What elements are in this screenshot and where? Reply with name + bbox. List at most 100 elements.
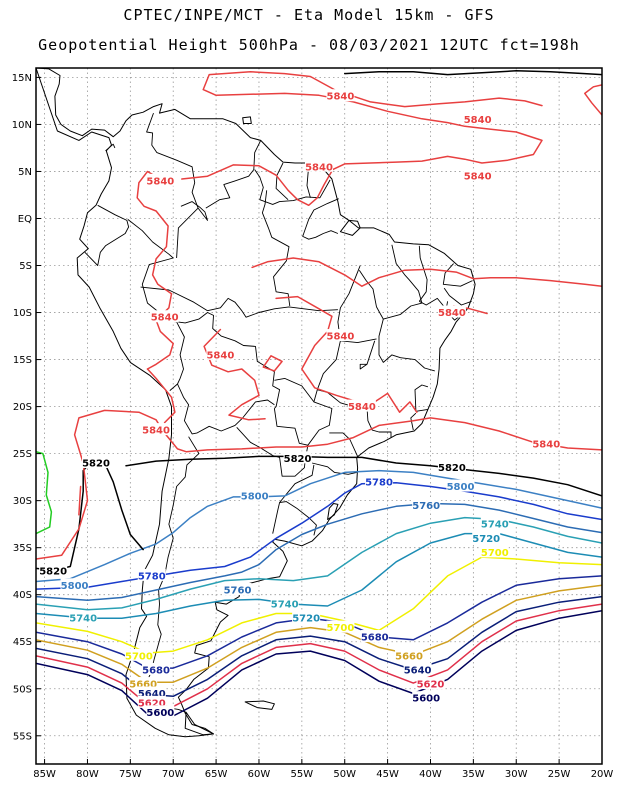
country-border — [414, 384, 429, 412]
contour-label: 5840 — [438, 308, 466, 319]
contour-label: 5680 — [142, 665, 170, 676]
contour-label: 5820 — [284, 454, 312, 465]
contour-label-bg — [365, 474, 394, 487]
contour-label-bg — [463, 169, 492, 182]
contour-label-bg — [395, 648, 424, 661]
contour-label: 5780 — [365, 477, 393, 488]
contour-line — [262, 355, 283, 372]
lat-tick-label: 10S — [13, 308, 32, 319]
map-frame — [35, 67, 603, 765]
contour-label-bg — [283, 451, 312, 464]
lat-tick-label: 5S — [19, 261, 32, 272]
contour-label: 5740 — [69, 614, 97, 625]
lon-tick-label: 65W — [205, 769, 228, 780]
lon-tick-label: 40W — [419, 769, 442, 780]
contour-line — [125, 455, 602, 497]
contour-line — [251, 257, 602, 287]
contour-label-bg — [403, 662, 432, 675]
contour-label-bg — [124, 648, 153, 661]
contour-label-bg — [326, 329, 355, 342]
contour-line — [343, 70, 602, 76]
contour-label-bg — [206, 347, 235, 360]
contour-label-bg — [326, 89, 355, 102]
contour-label: 5800 — [61, 581, 89, 592]
lon-tick-label: 70W — [162, 769, 185, 780]
country-border — [443, 287, 472, 306]
country-border — [311, 462, 357, 475]
contour-label: 5660 — [129, 680, 157, 691]
contour-label-bg — [69, 611, 98, 624]
lon-tick-label: 55W — [291, 769, 314, 780]
lat-tick-label: EQ — [18, 214, 32, 225]
contour-label-bg — [416, 677, 445, 690]
lon-tick-label: 30W — [505, 769, 528, 780]
contour-label-bg — [60, 578, 89, 591]
contour-label: 5740 — [271, 600, 299, 611]
contour-label: 5840 — [206, 350, 234, 361]
contour-label-bg — [446, 479, 475, 492]
coastline — [184, 711, 214, 736]
lat-tick-label: 50S — [13, 684, 32, 695]
country-border — [317, 389, 392, 438]
axis-ticks: 15N 10N 5N EQ 5S 10S 15S 20S 25S 30S 35S 40S 45S 50S 5… — [12, 73, 614, 780]
country-border — [140, 286, 208, 312]
contour-label-bg — [240, 488, 269, 501]
contour-label-bg — [137, 686, 166, 699]
country-border — [329, 432, 359, 457]
contour-label: 5600 — [146, 708, 174, 719]
lon-tick-label: 85W — [33, 769, 56, 780]
lon-tick-label: 20W — [591, 769, 614, 780]
coastline — [244, 700, 275, 710]
contour-label: 5800 — [447, 482, 475, 493]
contour-label: 5840 — [464, 172, 492, 183]
coastline — [327, 503, 339, 520]
contour-line — [36, 502, 602, 602]
lat-tick-label: 40S — [13, 590, 32, 601]
contour-label-bg — [360, 630, 389, 643]
coastline — [339, 219, 361, 236]
contour-label: 5840 — [151, 313, 179, 324]
contour-label-bg — [142, 662, 171, 675]
contour-label: 5840 — [532, 440, 560, 451]
lat-tick-label: 35S — [13, 543, 32, 554]
contour-label-bg — [82, 456, 111, 469]
country-border — [359, 340, 376, 370]
contour-label-bg — [326, 620, 355, 633]
contour-label-bg — [142, 423, 171, 436]
lat-tick-label: 15S — [13, 355, 32, 366]
contour-label: 5840 — [142, 426, 170, 437]
contour-label-bg — [437, 305, 466, 318]
country-border — [272, 502, 281, 534]
contour-label: 5760 — [412, 501, 440, 512]
lon-tick-label: 75W — [119, 769, 142, 780]
contour-line — [36, 469, 602, 583]
contour-label: 5660 — [395, 651, 423, 662]
contour-label-bg — [463, 112, 492, 125]
lon-tick-label: 80W — [76, 769, 99, 780]
lat-tick-label: 5N — [18, 167, 32, 178]
contour-label: 5620 — [138, 698, 166, 709]
country-border — [105, 143, 116, 152]
contour-label: 5760 — [224, 586, 252, 597]
contour-label-bg — [347, 399, 376, 412]
contour-label-bg — [305, 159, 333, 172]
contour-label-bg — [129, 677, 158, 690]
country-border — [358, 244, 423, 320]
country-border — [254, 169, 331, 205]
contour-label: 5700 — [125, 651, 153, 662]
contour-label-bg — [292, 611, 321, 624]
contour-line — [78, 485, 82, 516]
contour-label-bg — [137, 568, 166, 581]
contour-labels: 5840 5840 5840 5840 5840 5840 5840 5840 5840 5840… — [39, 89, 561, 719]
contour-line — [36, 460, 144, 571]
country-border — [337, 265, 377, 344]
contour-label-bg — [146, 705, 175, 718]
contour-label-bg — [412, 498, 441, 511]
contour-label: 5780 — [138, 571, 166, 582]
lon-tick-label: 25W — [548, 769, 571, 780]
country-border — [207, 297, 338, 318]
contour-line — [181, 71, 543, 207]
map-subtitle: Geopotential Height 500hPa - 08/03/2021 … — [38, 36, 580, 54]
contour-line — [36, 584, 602, 683]
lat-tick-label: 15N — [12, 73, 32, 84]
